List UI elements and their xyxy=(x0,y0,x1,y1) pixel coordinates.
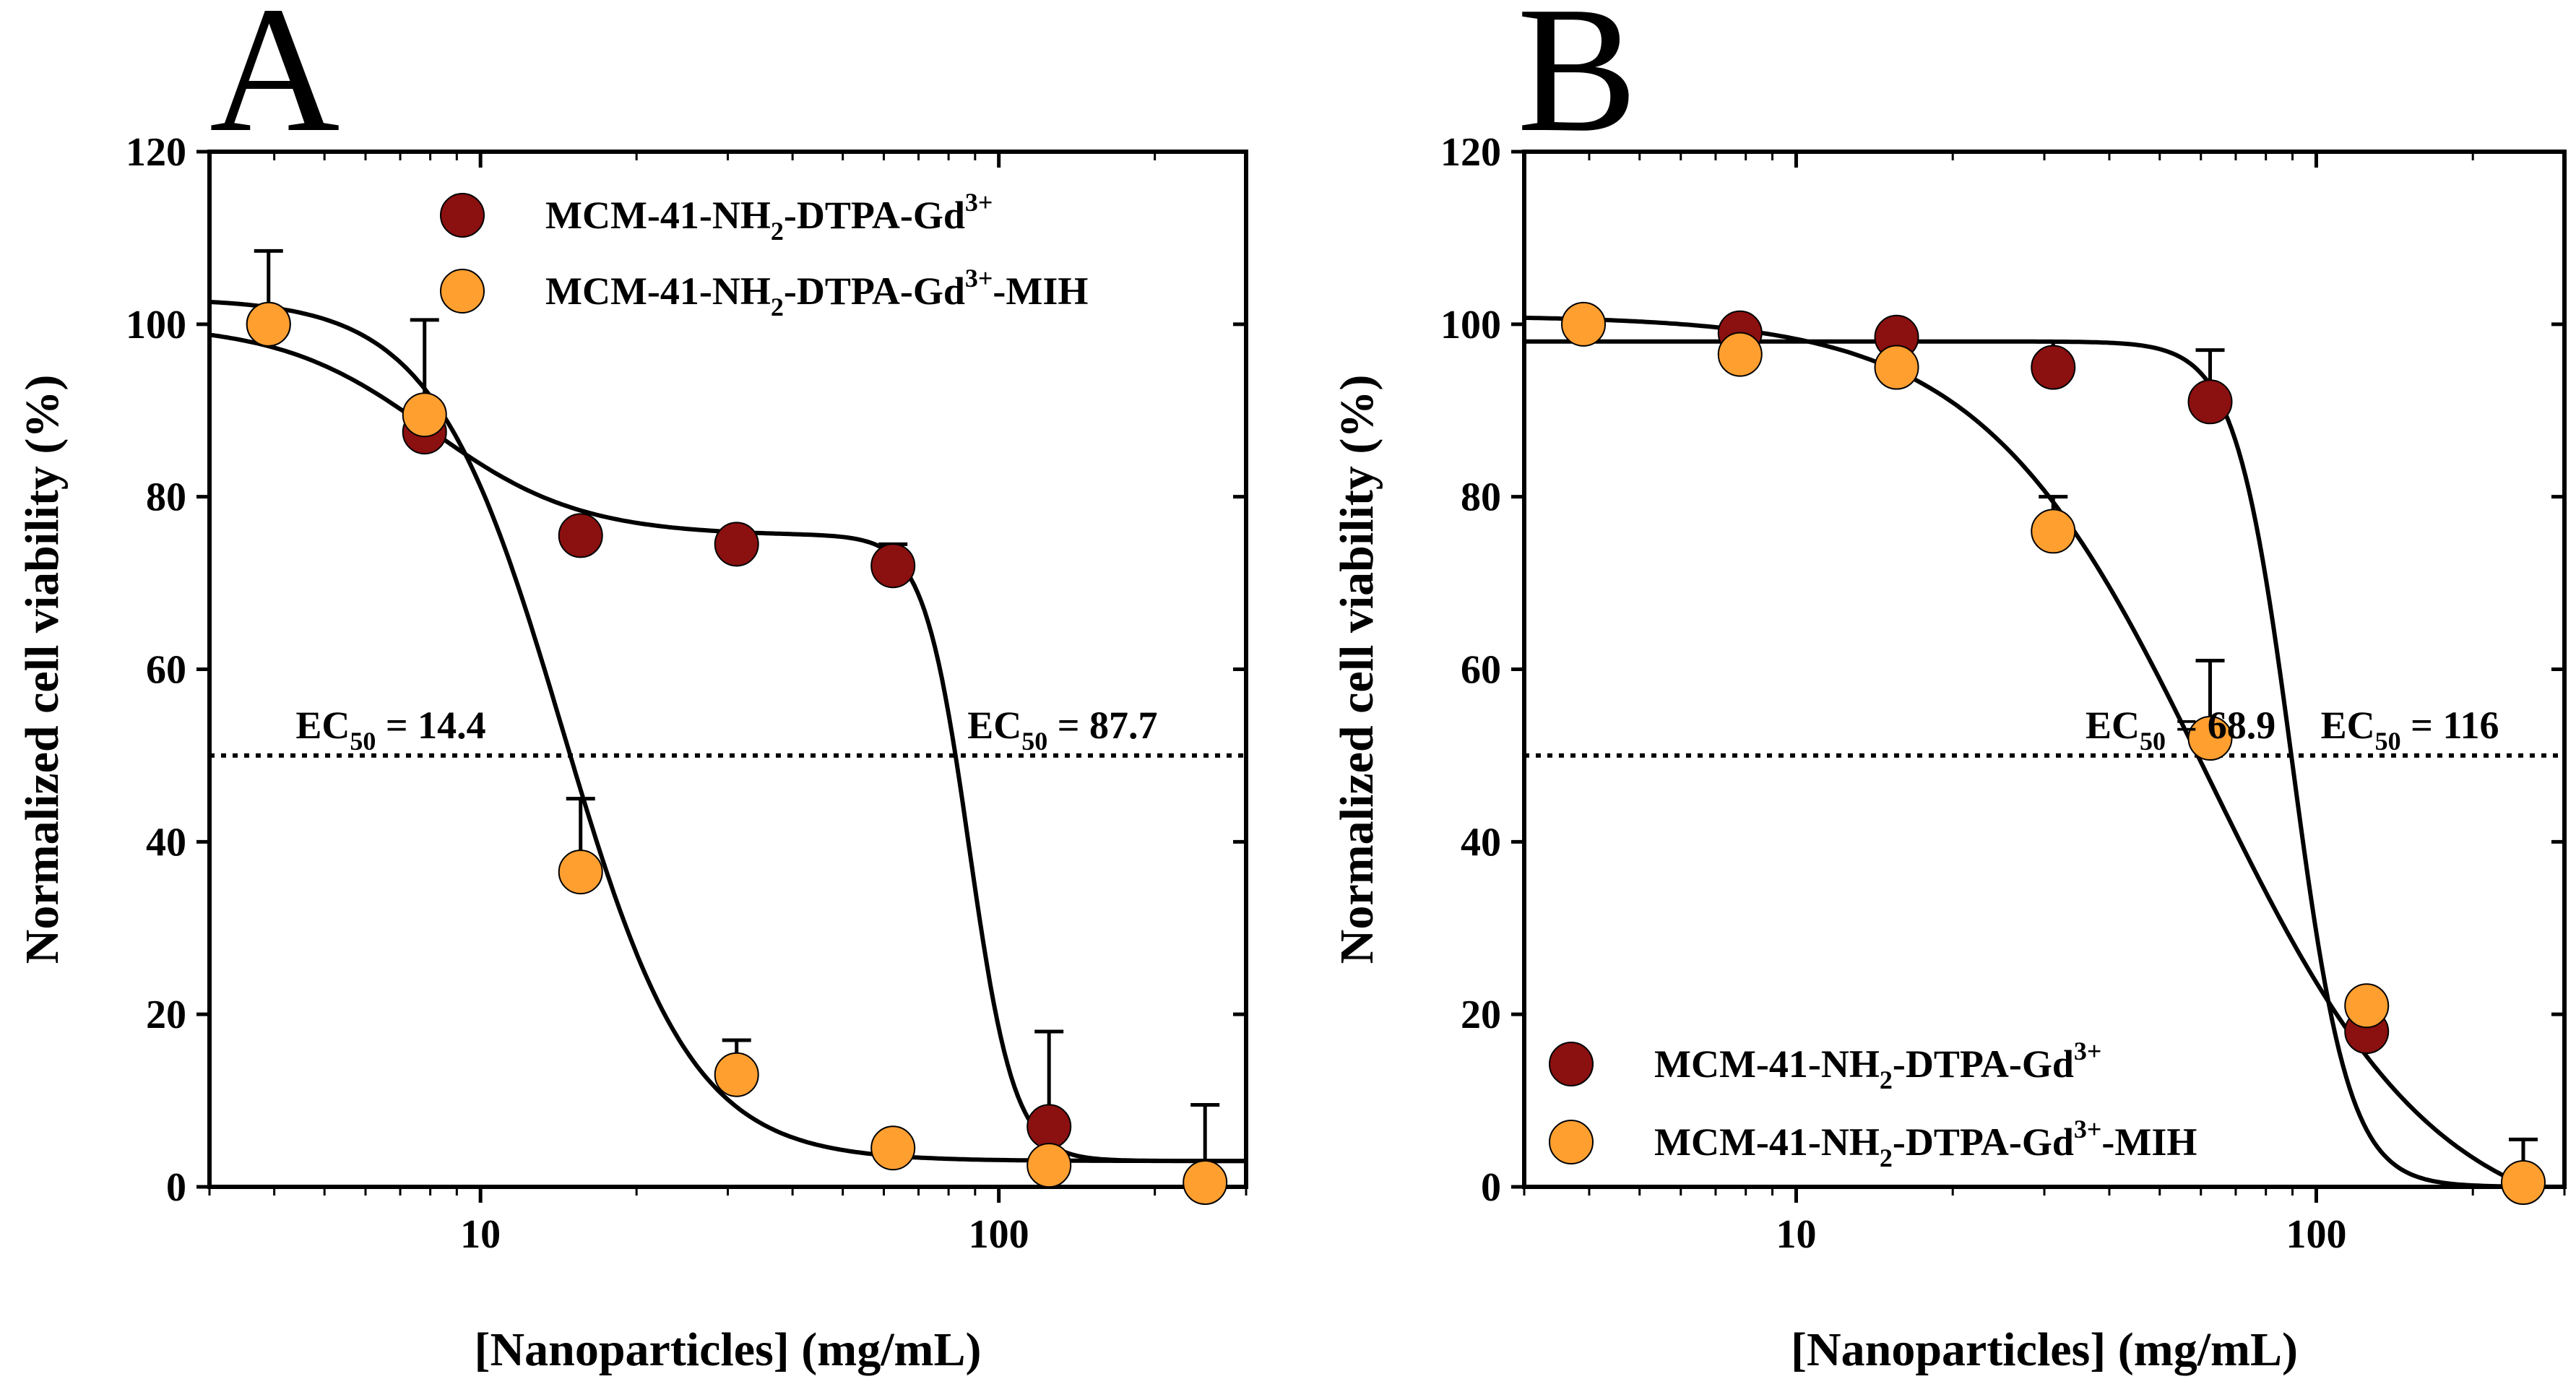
y-tick-label: 100 xyxy=(1440,303,1501,347)
data-point xyxy=(1026,1143,1072,1188)
legend-marker xyxy=(1549,1042,1594,1086)
y-tick-label: 0 xyxy=(1481,1165,1501,1210)
y-tick-label: 80 xyxy=(1461,475,1501,520)
data-point xyxy=(1183,1160,1228,1206)
y-tick-label: 120 xyxy=(126,130,186,175)
legend-label: MCM-41-NH2-DTPA-Gd3+ xyxy=(1654,1037,2101,1094)
data-point xyxy=(870,1125,916,1171)
x-tick-label: 100 xyxy=(2286,1212,2346,1257)
ec50-annotation: EC50 = 87.7 xyxy=(967,704,1157,756)
data-point xyxy=(246,301,291,347)
x-tick-label: 100 xyxy=(969,1212,1029,1257)
x-tick-label: 10 xyxy=(1776,1212,1816,1257)
data-point xyxy=(1717,332,1763,377)
y-tick-label: 0 xyxy=(166,1165,186,1210)
y-tick-label: 20 xyxy=(146,993,186,1037)
y-tick-label: 120 xyxy=(1440,130,1501,175)
y-tick-label: 60 xyxy=(146,648,186,693)
legend-label: MCM-41-NH2-DTPA-Gd3+-MIH xyxy=(1654,1115,2197,1172)
y-tick-label: 100 xyxy=(126,303,186,347)
y-tick-label: 80 xyxy=(146,475,186,520)
ec50-annotation: EC50 = 14.4 xyxy=(295,704,485,756)
x-axis-title: [Nanoparticles] (mg/mL) xyxy=(1791,1323,2298,1376)
data-point xyxy=(2031,345,2076,390)
y-tick-label: 40 xyxy=(146,820,186,865)
data-point xyxy=(2344,983,2390,1029)
x-axis-title: [Nanoparticles] (mg/mL) xyxy=(474,1323,981,1376)
legend-label: MCM-41-NH2-DTPA-Gd3+ xyxy=(545,188,993,246)
ec50-annotation: EC50 = 116 xyxy=(2321,704,2499,756)
legend-marker xyxy=(440,269,485,314)
plot-frame xyxy=(1522,150,2567,1189)
legend-label: MCM-41-NH2-DTPA-Gd3+-MIH xyxy=(545,264,1088,321)
data-point xyxy=(1026,1104,1072,1149)
data-point xyxy=(1561,301,1607,347)
y-tick-label: 60 xyxy=(1461,648,1501,693)
y-tick-label: 20 xyxy=(1461,993,1501,1037)
data-point xyxy=(2500,1160,2546,1206)
panel-b-label: B xyxy=(1517,0,1638,170)
fit-curve xyxy=(1523,315,2564,1189)
legend-marker xyxy=(1549,1120,1594,1164)
data-point xyxy=(402,392,447,438)
chart-panel-a: 0 20 40 60 80 100 120 10 100 [Nanoparticles] (mg/… xyxy=(16,130,1248,1376)
y-axis-title: Normalized cell viability (%) xyxy=(16,375,69,964)
data-point xyxy=(870,543,916,589)
data-point xyxy=(2031,509,2076,554)
data-point xyxy=(558,850,603,895)
y-tick-label: 40 xyxy=(1461,820,1501,865)
ec50-annotation: EC50 = 68.9 xyxy=(2086,704,2275,756)
x-tick-label: 10 xyxy=(460,1212,501,1257)
data-point xyxy=(2187,716,2233,761)
data-point xyxy=(714,522,759,567)
legend-marker xyxy=(440,193,485,238)
data-point xyxy=(558,513,603,558)
y-axis-title: Normalized cell viability (%) xyxy=(1331,375,1383,964)
chart-panel-b: 0 20 40 60 80 100 120 10 100 [Nanoparticles] (mg/… xyxy=(1331,130,2567,1376)
data-point xyxy=(1874,345,1919,390)
data-point xyxy=(2187,379,2233,425)
panel-a-label: A xyxy=(209,0,340,170)
fit-curve xyxy=(209,299,1246,1164)
data-point xyxy=(714,1052,759,1097)
